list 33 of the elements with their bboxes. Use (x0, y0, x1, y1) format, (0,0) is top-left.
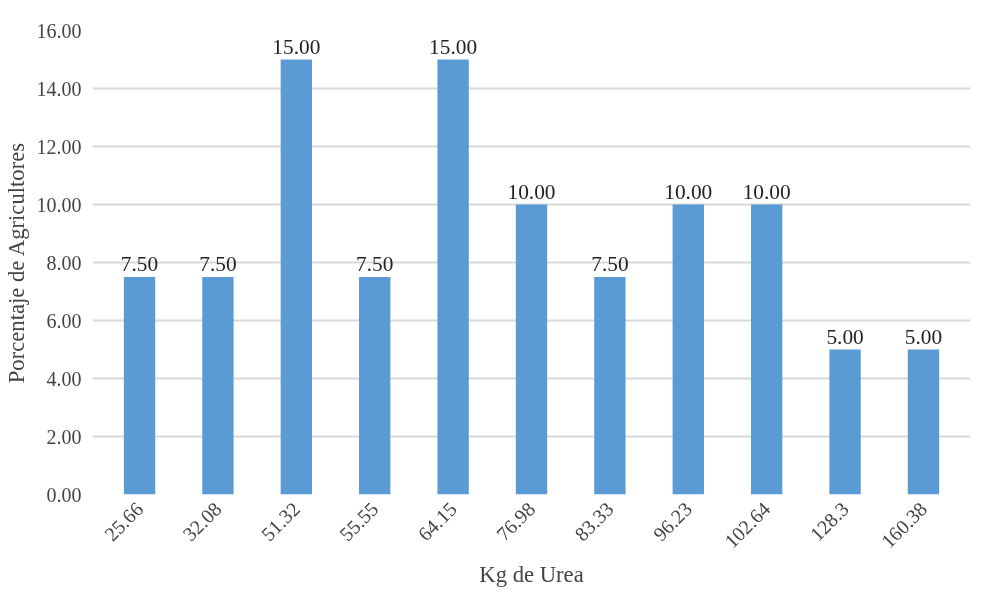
data-label: 10.00 (664, 179, 713, 204)
data-label: 7.50 (591, 252, 629, 276)
bar (672, 204, 704, 495)
bar (907, 349, 940, 495)
bar (359, 277, 391, 495)
y-tick-label: 2.00 (46, 425, 82, 448)
y-tick-label: 0.00 (46, 483, 82, 506)
bar (280, 59, 312, 495)
bar (437, 59, 469, 495)
bar (123, 277, 156, 495)
bar (202, 277, 234, 495)
bar (751, 204, 783, 495)
y-tick-label: 12.00 (36, 135, 82, 158)
data-label: 10.00 (507, 179, 556, 204)
y-tick-label: 10.00 (36, 193, 82, 216)
bar (829, 349, 861, 495)
y-tick-label: 6.00 (46, 309, 82, 332)
data-label: 5.00 (904, 324, 943, 349)
y-tick-label: 4.00 (46, 367, 82, 390)
bar (594, 277, 626, 495)
y-tick-label: 16.00 (36, 19, 82, 42)
x-axis-title: Kg de Urea (479, 562, 584, 588)
data-label: 10.00 (742, 179, 791, 204)
data-label: 7.50 (356, 252, 394, 276)
y-axis-title: Porcentaje de Agricultores (3, 142, 29, 384)
bar (515, 204, 548, 495)
data-label: 7.50 (120, 252, 159, 276)
y-tick-label: 8.00 (46, 251, 82, 274)
data-label: 5.00 (826, 324, 864, 349)
data-label: 7.50 (199, 252, 237, 276)
y-tick-label: 14.00 (36, 77, 82, 100)
data-label: 15.00 (272, 34, 321, 59)
data-label: 15.00 (429, 34, 478, 59)
